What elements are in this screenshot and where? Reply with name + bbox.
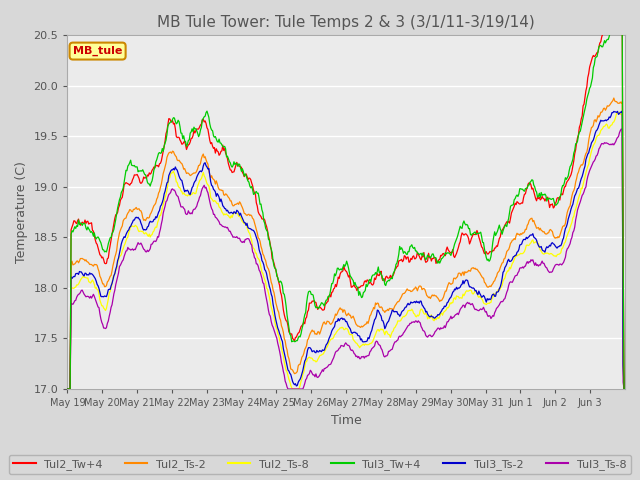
Title: MB Tule Tower: Tule Temps 2 & 3 (3/1/11-3/19/14): MB Tule Tower: Tule Temps 2 & 3 (3/1/11-… bbox=[157, 15, 535, 30]
X-axis label: Time: Time bbox=[331, 414, 362, 427]
Legend: Tul2_Tw+4, Tul2_Ts-2, Tul2_Ts-8, Tul3_Tw+4, Tul3_Ts-2, Tul3_Ts-8: Tul2_Tw+4, Tul2_Ts-2, Tul2_Ts-8, Tul3_Tw… bbox=[9, 455, 631, 474]
Y-axis label: Temperature (C): Temperature (C) bbox=[15, 161, 28, 263]
Text: MB_tule: MB_tule bbox=[73, 46, 122, 56]
